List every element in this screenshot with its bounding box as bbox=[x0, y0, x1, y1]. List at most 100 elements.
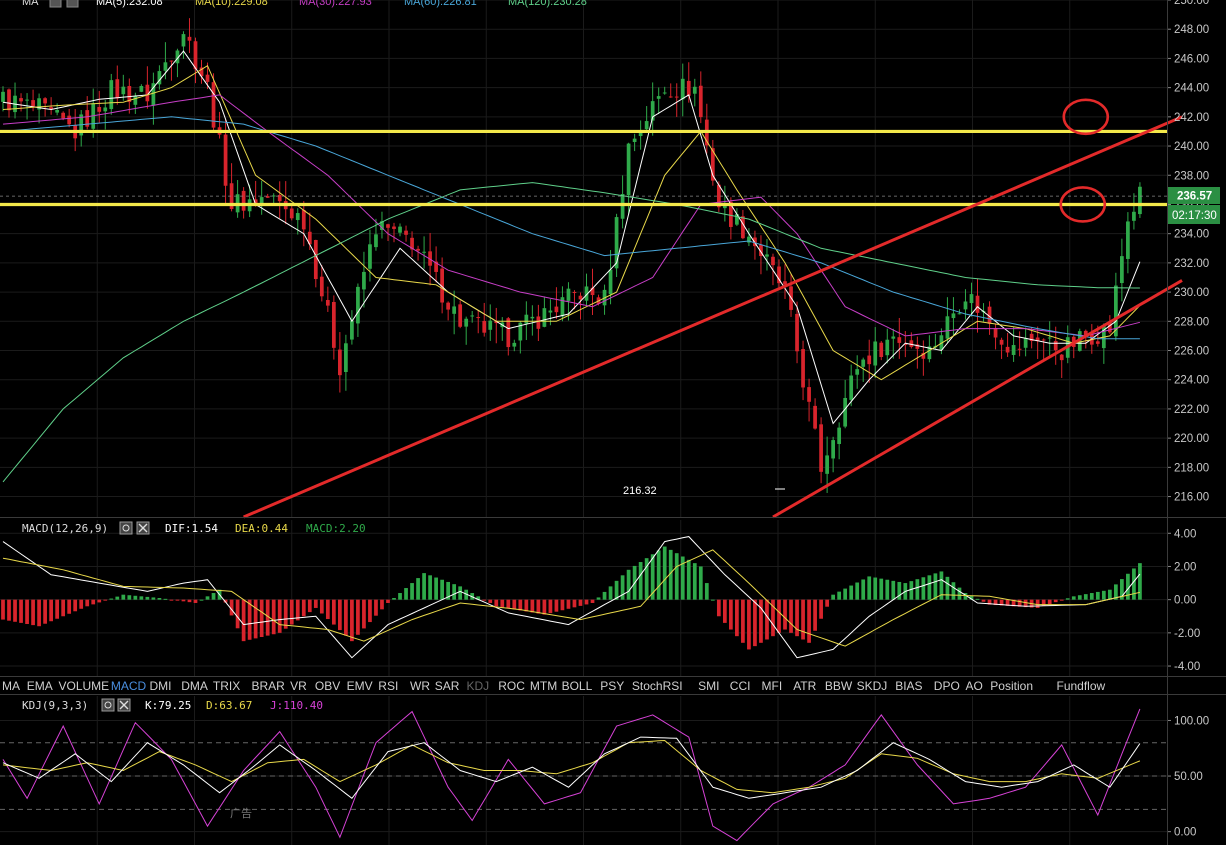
tab-hit-area[interactable] bbox=[791, 677, 823, 694]
tab-skdj[interactable]: SKDJ bbox=[854, 677, 894, 694]
tab-hit-area[interactable] bbox=[822, 677, 855, 694]
tab-ema[interactable]: EMA bbox=[24, 677, 57, 694]
macd-hist-bar bbox=[350, 599, 354, 642]
tab-hit-area[interactable] bbox=[344, 677, 377, 694]
tab-hit-area[interactable] bbox=[179, 677, 211, 694]
macd-panel[interactable] bbox=[1, 536, 1142, 659]
macd-hist-bar bbox=[710, 599, 715, 601]
tab-volume[interactable]: VOLUME bbox=[56, 677, 110, 694]
tab-hit-area[interactable] bbox=[759, 677, 792, 694]
tab-hit-area[interactable] bbox=[931, 677, 964, 694]
tab-position[interactable]: Position bbox=[988, 677, 1055, 694]
tab-label: MTM bbox=[530, 679, 557, 693]
tab-hit-area[interactable] bbox=[963, 677, 989, 694]
tab-hit-area[interactable] bbox=[527, 677, 560, 694]
tab-dpo[interactable]: DPO bbox=[931, 677, 964, 694]
macd-hist-bar bbox=[103, 599, 108, 601]
tab-label: VR bbox=[290, 679, 307, 693]
tab-obv[interactable]: OBV bbox=[312, 677, 345, 694]
tab-label: DMA bbox=[181, 679, 208, 693]
tab-fundflow[interactable]: Fundflow bbox=[1054, 677, 1121, 694]
candle-body bbox=[801, 349, 805, 388]
tab-hit-area[interactable] bbox=[598, 677, 630, 694]
tab-hit-area[interactable] bbox=[408, 677, 433, 694]
tab-hit-area[interactable] bbox=[464, 677, 497, 694]
macd-hist-bar bbox=[410, 583, 414, 600]
ma5-value: MA(5):232.08 bbox=[96, 0, 163, 8]
tab-hit-area[interactable] bbox=[696, 677, 728, 694]
candle-body bbox=[536, 316, 541, 329]
tab-hit-area[interactable] bbox=[893, 677, 932, 694]
tab-roc[interactable]: ROC bbox=[496, 677, 528, 694]
tab-hit-area[interactable] bbox=[312, 677, 345, 694]
tab-hit-area[interactable] bbox=[249, 677, 289, 694]
close-icon[interactable] bbox=[66, 0, 79, 8]
tab-rsi[interactable]: RSI bbox=[376, 677, 408, 694]
tab-hit-area[interactable] bbox=[559, 677, 599, 694]
macd-hist-bar bbox=[512, 599, 517, 610]
tab-kdj[interactable]: KDJ bbox=[464, 677, 497, 694]
tab-dmi[interactable]: DMI bbox=[147, 677, 180, 694]
candle-body bbox=[374, 234, 378, 248]
tab-wr[interactable]: WR bbox=[408, 677, 433, 694]
tab-label: EMV bbox=[347, 679, 373, 693]
tab-hit-area[interactable] bbox=[210, 677, 250, 694]
tab-stochrsi[interactable]: StochRSI bbox=[629, 677, 697, 694]
tab-label: WR bbox=[410, 679, 430, 693]
tab-hit-area[interactable] bbox=[629, 677, 697, 694]
macd-hist-bar bbox=[993, 599, 998, 606]
tab-dma[interactable]: DMA bbox=[179, 677, 211, 694]
macd-hist-bar bbox=[344, 599, 348, 636]
macd-indicator-label: MACD(12,26,9) bbox=[22, 522, 108, 535]
kdj-settings-button[interactable] bbox=[101, 698, 115, 712]
tab-trix[interactable]: TRIX bbox=[210, 677, 250, 694]
tab-ma[interactable]: MA bbox=[0, 677, 25, 694]
tab-sar[interactable]: SAR bbox=[432, 677, 465, 694]
macd-hist-bar bbox=[548, 599, 553, 614]
candle-body bbox=[963, 301, 968, 310]
tab-brar[interactable]: BRAR bbox=[249, 677, 289, 694]
macd-hist-bar bbox=[704, 583, 709, 600]
tab-psy[interactable]: PSY bbox=[598, 677, 630, 694]
kdj-panel[interactable] bbox=[2, 708, 1141, 842]
main-indicator-label: MA bbox=[22, 0, 39, 8]
tab-bbw[interactable]: BBW bbox=[822, 677, 855, 694]
tab-hit-area[interactable] bbox=[288, 677, 313, 694]
tab-boll[interactable]: BOLL bbox=[559, 677, 599, 694]
tab-cci[interactable]: CCI bbox=[727, 677, 760, 694]
tab-mtm[interactable]: MTM bbox=[527, 677, 560, 694]
tab-vr[interactable]: VR bbox=[288, 677, 313, 694]
macd-hist-bar bbox=[1017, 599, 1022, 607]
macd-hist-bar bbox=[1011, 599, 1016, 607]
settings-icon[interactable] bbox=[49, 0, 62, 8]
tab-hit-area[interactable] bbox=[0, 677, 25, 694]
tab-bias[interactable]: BIAS bbox=[893, 677, 932, 694]
macd-settings-icon[interactable] bbox=[119, 521, 133, 535]
tab-hit-area[interactable] bbox=[108, 677, 148, 694]
tab-mfi[interactable]: MFI bbox=[759, 677, 792, 694]
price-panel[interactable] bbox=[1, 18, 1142, 493]
tab-emv[interactable]: EMV bbox=[344, 677, 377, 694]
tab-hit-area[interactable] bbox=[56, 677, 109, 694]
tab-atr[interactable]: ATR bbox=[791, 677, 823, 694]
tab-ao[interactable]: AO bbox=[963, 677, 989, 694]
axis-tick-label: -4.00 bbox=[1174, 661, 1200, 673]
macd-hist-bar bbox=[61, 599, 66, 617]
macd-hist-bar bbox=[127, 595, 132, 600]
tab-hit-area[interactable] bbox=[24, 677, 57, 694]
tab-macd[interactable]: MACD bbox=[108, 677, 148, 694]
macd-hist-bar bbox=[139, 596, 144, 600]
tab-hit-area[interactable] bbox=[988, 677, 1055, 694]
tab-hit-area[interactable] bbox=[147, 677, 180, 694]
tab-hit-area[interactable] bbox=[496, 677, 528, 694]
tab-smi[interactable]: SMI bbox=[696, 677, 728, 694]
candle-body bbox=[67, 115, 72, 125]
tab-hit-area[interactable] bbox=[854, 677, 894, 694]
tab-hit-area[interactable] bbox=[727, 677, 760, 694]
candle-body bbox=[512, 342, 517, 347]
tab-hit-area[interactable] bbox=[1054, 677, 1121, 694]
macd-hist-bar bbox=[698, 566, 703, 600]
tab-hit-area[interactable] bbox=[376, 677, 408, 694]
tab-hit-area[interactable] bbox=[432, 677, 465, 694]
